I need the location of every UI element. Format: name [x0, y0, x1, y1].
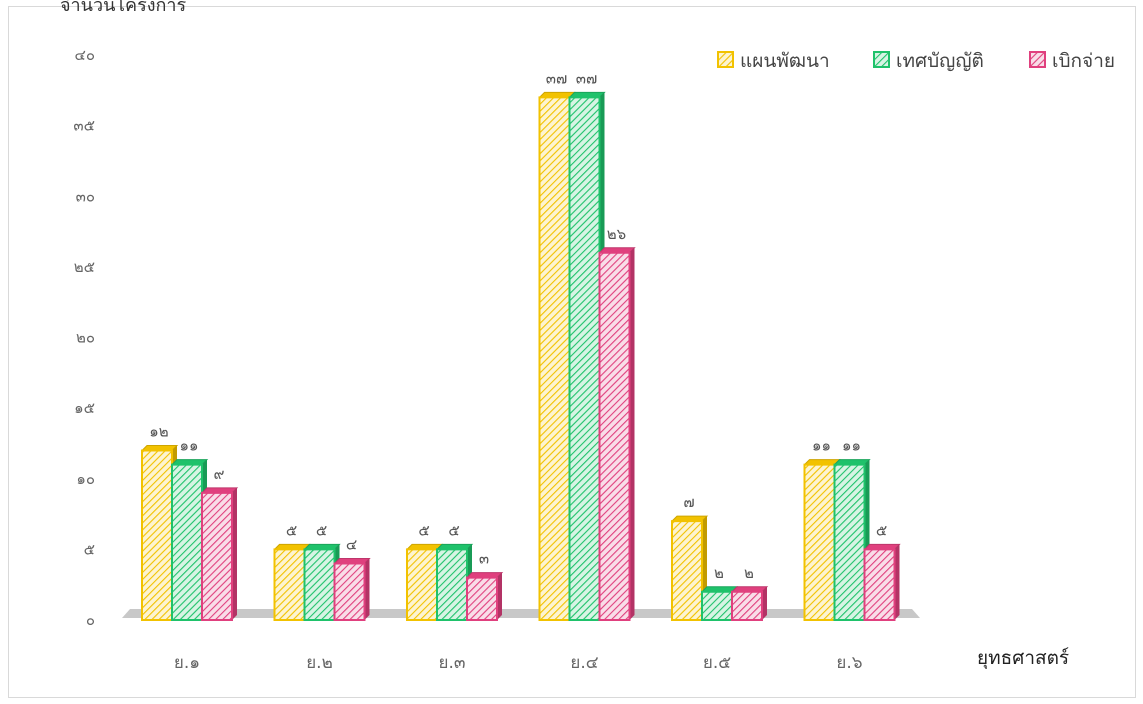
data-label: ๕: [448, 521, 459, 539]
data-label: ๒: [714, 564, 724, 582]
bar-front: [600, 253, 630, 620]
legend-swatch: [1030, 52, 1045, 67]
bar: [467, 573, 502, 620]
bar-front: [437, 549, 467, 620]
x-tick-label: ย.๒: [306, 653, 333, 673]
data-label: ๑๒: [149, 423, 168, 441]
bar-front: [142, 451, 172, 621]
x-tick-label: ย.๔: [570, 653, 598, 673]
bar-front: [540, 97, 570, 620]
data-label: ๓: [479, 550, 489, 568]
x-tick-label: ย.๓: [439, 653, 466, 673]
bar-front: [702, 592, 732, 620]
bar-front: [407, 549, 437, 620]
bar-front: [202, 493, 232, 620]
data-label: ๔: [346, 536, 357, 554]
bar-front: [865, 549, 895, 620]
x-tick-label: ย.๕: [703, 653, 731, 673]
bar-front: [805, 465, 835, 620]
x-axis-title: ยุทธศาสตร์: [977, 647, 1069, 670]
y-axis: ๐ ๕ ๑๐ ๑๕ ๒๐ ๒๕ ๓๐ ๓๕ ๔๐: [73, 46, 95, 629]
legend-label: แผนพัฒนา: [740, 50, 830, 72]
bar-front: [835, 465, 865, 620]
data-label: ๕: [876, 521, 887, 539]
data-label: ๓๗: [576, 69, 598, 87]
legend-label: เบิกจ่าย: [1052, 50, 1115, 72]
data-label: ๕: [418, 521, 429, 539]
bar-front: [305, 549, 335, 620]
y-tick-label: ๒๕: [74, 258, 95, 276]
data-label: ๓๗: [546, 69, 568, 87]
bar: [335, 559, 370, 621]
legend-swatch: [874, 52, 889, 67]
bar-front: [570, 97, 600, 620]
legend-item: เบิกจ่าย: [1030, 50, 1115, 72]
y-tick-label: ๓๐: [76, 187, 95, 205]
bar: [600, 248, 635, 620]
y-tick-label: ๕: [84, 540, 95, 558]
bar-front: [335, 564, 365, 621]
data-label: ๙: [214, 465, 225, 483]
y-tick-label: ๒๐: [76, 329, 95, 347]
bar: [202, 488, 237, 620]
y-tick-label: ๔๐: [74, 46, 95, 64]
legend-item: เทศบัญญัติ: [874, 50, 984, 72]
x-tick-label: ย.๖: [836, 653, 862, 673]
chart-floor: [122, 609, 920, 618]
y-tick-label: ๓๕: [73, 117, 95, 135]
x-tick-label: ย.๑: [174, 653, 200, 673]
y-tick-label: ๐: [86, 611, 95, 629]
y-tick-label: ๑๐: [76, 470, 95, 488]
bar-front: [275, 549, 305, 620]
data-label: ๑๑: [842, 437, 861, 455]
bar-front: [672, 521, 702, 620]
data-label: ๒๖: [607, 225, 626, 243]
bars: [142, 92, 900, 620]
bar-front: [467, 578, 497, 620]
data-label: ๑๑: [812, 437, 831, 455]
data-label: ๕: [286, 521, 297, 539]
legend-label: เทศบัญญัติ: [896, 50, 984, 72]
bar-front: [172, 465, 202, 620]
data-label: ๕: [316, 521, 327, 539]
data-label: ๒: [744, 564, 754, 582]
legend-swatch: [718, 52, 733, 67]
data-label: ๗: [683, 493, 694, 511]
bar-front: [732, 592, 762, 620]
legend: แผนพัฒนา เทศบัญญัติ เบิกจ่าย: [718, 50, 1115, 72]
data-label: ๑๑: [179, 437, 198, 455]
x-axis: ย.๑ ย.๒ ย.๓ ย.๔ ย.๕ ย.๖: [174, 653, 863, 673]
y-tick-label: ๑๕: [74, 399, 95, 417]
bar: [732, 587, 767, 620]
bar: [865, 544, 900, 620]
legend-item: แผนพัฒนา: [718, 50, 830, 72]
